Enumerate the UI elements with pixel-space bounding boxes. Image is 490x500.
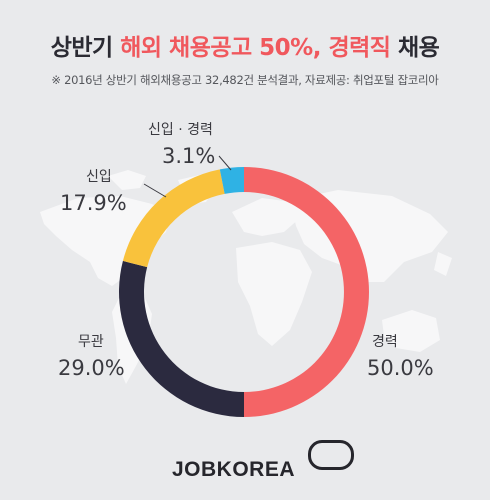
donut-slice-4 [219, 167, 244, 194]
slice-value-4: 3.1% [162, 144, 215, 168]
slice-value-1: 50.0% [367, 356, 434, 380]
donut-slice-3 [122, 169, 225, 268]
donut-slice-1 [244, 167, 369, 417]
slice-value-2: 29.0% [58, 356, 125, 380]
donut-ring [118, 167, 369, 417]
jobkorea-logo: JOBKOREA [172, 458, 296, 481]
slice-label-1: 경력 [372, 334, 398, 350]
leader-line-4 [218, 155, 232, 171]
chart-subtitle: ※ 2016년 상반기 해외채용공고 32,482건 분석결과, 자료제공: 취… [51, 73, 439, 87]
slice-value-3: 17.9% [60, 191, 127, 215]
title-suffix: 채용 [390, 35, 440, 61]
slice-label-4: 신입 · 경력 [148, 122, 213, 138]
title-prefix: 상반기 [50, 35, 121, 61]
slice-label-3: 신입 [86, 169, 112, 185]
slice-label-2: 무관 [78, 334, 104, 350]
chart-title: 상반기 해외 채용공고 50%, 경력직 채용 [0, 28, 490, 62]
title-highlight: 해외 채용공고 50%, 경력직 [120, 35, 391, 61]
leader-line-3 [143, 183, 167, 198]
donut-slice-2 [118, 260, 244, 417]
jobkorea-logo-mark [308, 440, 354, 470]
donut-labels: 경력 50.0% 무관 29.0% 신입 17.9% 신입 · 경력 3.1% [58, 122, 434, 380]
